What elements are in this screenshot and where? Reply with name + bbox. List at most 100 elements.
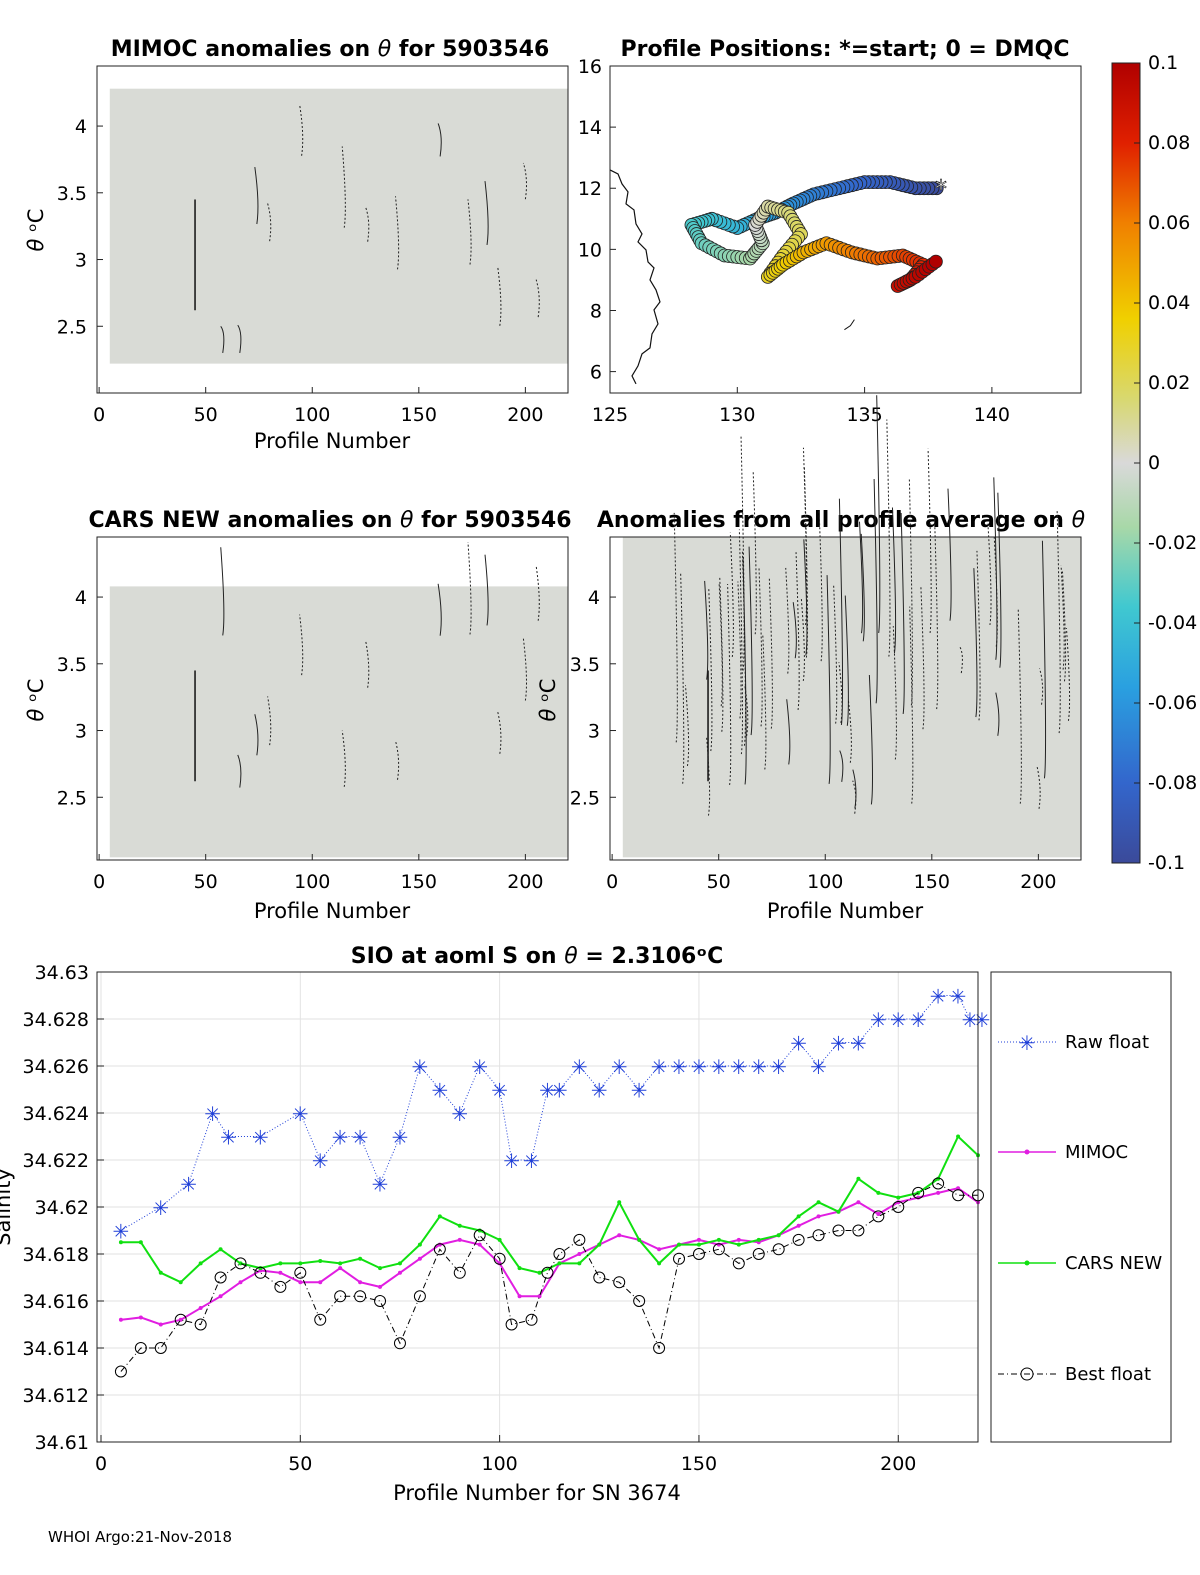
data-point	[716, 1237, 721, 1242]
data-point	[736, 1237, 741, 1242]
y-tick-label: 34.628	[23, 1009, 89, 1031]
data-point-raw: ✳	[631, 1079, 648, 1103]
mimoc-contour	[220, 325, 225, 354]
avg-contour	[976, 550, 981, 721]
data-point-best	[214, 1271, 227, 1284]
data-point-best	[712, 1243, 725, 1256]
data-point	[437, 1214, 442, 1219]
avg-contour	[802, 447, 808, 626]
data-point-raw: ✳	[431, 1079, 448, 1103]
avg-contour	[868, 674, 873, 805]
avg-contour	[920, 587, 925, 730]
cars-y-tick-label: 4	[75, 587, 87, 609]
data-point-best	[732, 1257, 745, 1270]
legend-label: Raw float	[1065, 1032, 1149, 1053]
mimoc-axes-box	[96, 65, 569, 394]
data-point-raw: ✳	[352, 1126, 369, 1150]
mimoc-ylabel: θ ᵒC	[24, 209, 48, 252]
mimoc-contour	[254, 166, 259, 225]
avg-contour	[934, 519, 939, 710]
mimoc-contour	[497, 267, 502, 326]
x-tick-label: 150	[681, 1453, 717, 1475]
cars-contour	[254, 714, 259, 756]
data-point	[338, 1266, 343, 1271]
map-axes-box	[609, 65, 1082, 394]
avg-contour	[1041, 540, 1047, 779]
avg-y-ticks: 2.5 3 3.5 4	[570, 587, 616, 809]
avg-contour	[1036, 766, 1041, 809]
data-point	[517, 1266, 522, 1271]
data-point-raw: ✳	[850, 1032, 867, 1056]
profile-position-markers: *	[684, 175, 947, 293]
data-point-best	[593, 1271, 606, 1284]
data-point	[118, 1317, 123, 1322]
data-point	[238, 1261, 243, 1266]
avg-contour	[947, 488, 952, 621]
data-point	[696, 1242, 701, 1247]
data-point	[298, 1261, 303, 1266]
data-point-best	[473, 1229, 486, 1242]
map-title: Profile Positions: *=start; 0 = DMQC	[620, 37, 1069, 62]
data-point-raw: ✳	[770, 1055, 787, 1079]
avg-contour	[684, 685, 690, 767]
x-tick-label: 200	[880, 1453, 916, 1475]
start-marker: *	[935, 175, 947, 203]
colorbar-tick-label: -0.04	[1148, 612, 1197, 634]
mimoc-contour	[395, 196, 400, 270]
data-point-raw: ✳	[810, 1055, 827, 1079]
avg-contour	[1061, 571, 1067, 682]
mimoc-contour	[467, 199, 472, 265]
data-point	[238, 1280, 243, 1285]
data-point	[278, 1261, 283, 1266]
avg-contour	[718, 583, 723, 707]
colorbar-tick-label: 0.08	[1148, 132, 1190, 154]
data-point-best	[952, 1189, 965, 1202]
series-raw-float: ✳✳✳✳✳ ✳✳✳✳ ✳✳✳✳✳✳✳✳✳ ✳✳✳✳✳✳✳✳ ✳ ✳ ✳ ✳ ✳ ✳✳✳✳ ✳✳ ✳ ✳✳…	[113, 985, 991, 1244]
data-point-raw: ✳	[412, 1055, 429, 1079]
cars-x-tick-label: 50	[194, 871, 218, 893]
data-point-raw: ✳	[691, 1055, 708, 1079]
avg-contour	[993, 477, 998, 660]
avg-contour	[858, 521, 864, 634]
data-point	[138, 1240, 143, 1245]
cars-x-tick-label: 200	[507, 871, 543, 893]
avg-ylabel: θ ᵒC	[536, 679, 560, 722]
colorbar: 0.1 0.08 0.06 0.04 0.02 0 -0.02 -0.04 -0.06 -0.08…	[1111, 52, 1197, 874]
data-point	[417, 1242, 422, 1247]
salinity-series: ✳✳✳✳✳ ✳✳✳✳ ✳✳✳✳✳✳✳✳✳ ✳✳✳✳✳✳✳✳ ✳ ✳ ✳ ✳ ✳ ✳✳✳✳ ✳✳ ✳ ✳✳…	[113, 985, 991, 1378]
data-point-raw: ✳	[651, 1055, 668, 1079]
avg-contour	[973, 568, 978, 718]
legend-marker	[1024, 1149, 1030, 1155]
cars-contour	[237, 754, 242, 788]
data-point	[936, 1176, 941, 1181]
avg-contour	[844, 595, 849, 726]
data-point-raw: ✳	[830, 1032, 847, 1056]
data-point	[876, 1212, 881, 1217]
map-y-tick-label: 16	[578, 56, 602, 78]
data-point	[378, 1266, 383, 1271]
legend-label: Best float	[1065, 1364, 1151, 1385]
mimoc-contour	[237, 324, 242, 353]
colorbar-tick-label: -0.08	[1148, 772, 1197, 794]
data-point-best	[174, 1313, 187, 1326]
avg-contour	[987, 523, 992, 626]
data-point	[537, 1270, 542, 1275]
data-point-best	[354, 1290, 367, 1303]
data-point	[397, 1270, 402, 1275]
data-point	[218, 1247, 223, 1252]
mimoc-x-tick-label: 150	[401, 404, 437, 426]
cars-anomaly-field	[109, 586, 569, 858]
avg-contour	[1056, 509, 1061, 734]
map-y-tick-label: 10	[578, 239, 602, 261]
data-point-raw: ✳	[503, 1149, 520, 1173]
cars-ylabel: θ ᵒC	[24, 679, 48, 722]
salinity-ylabel: Salinity	[0, 1168, 15, 1246]
data-point	[517, 1294, 522, 1299]
data-point-raw: ✳	[790, 1032, 807, 1056]
avg-contour	[927, 448, 932, 633]
data-point	[577, 1252, 582, 1256]
cars-contour	[497, 711, 502, 754]
mimoc-y-tick-label: 3	[75, 250, 87, 272]
data-point	[378, 1284, 383, 1289]
data-point	[896, 1195, 901, 1200]
